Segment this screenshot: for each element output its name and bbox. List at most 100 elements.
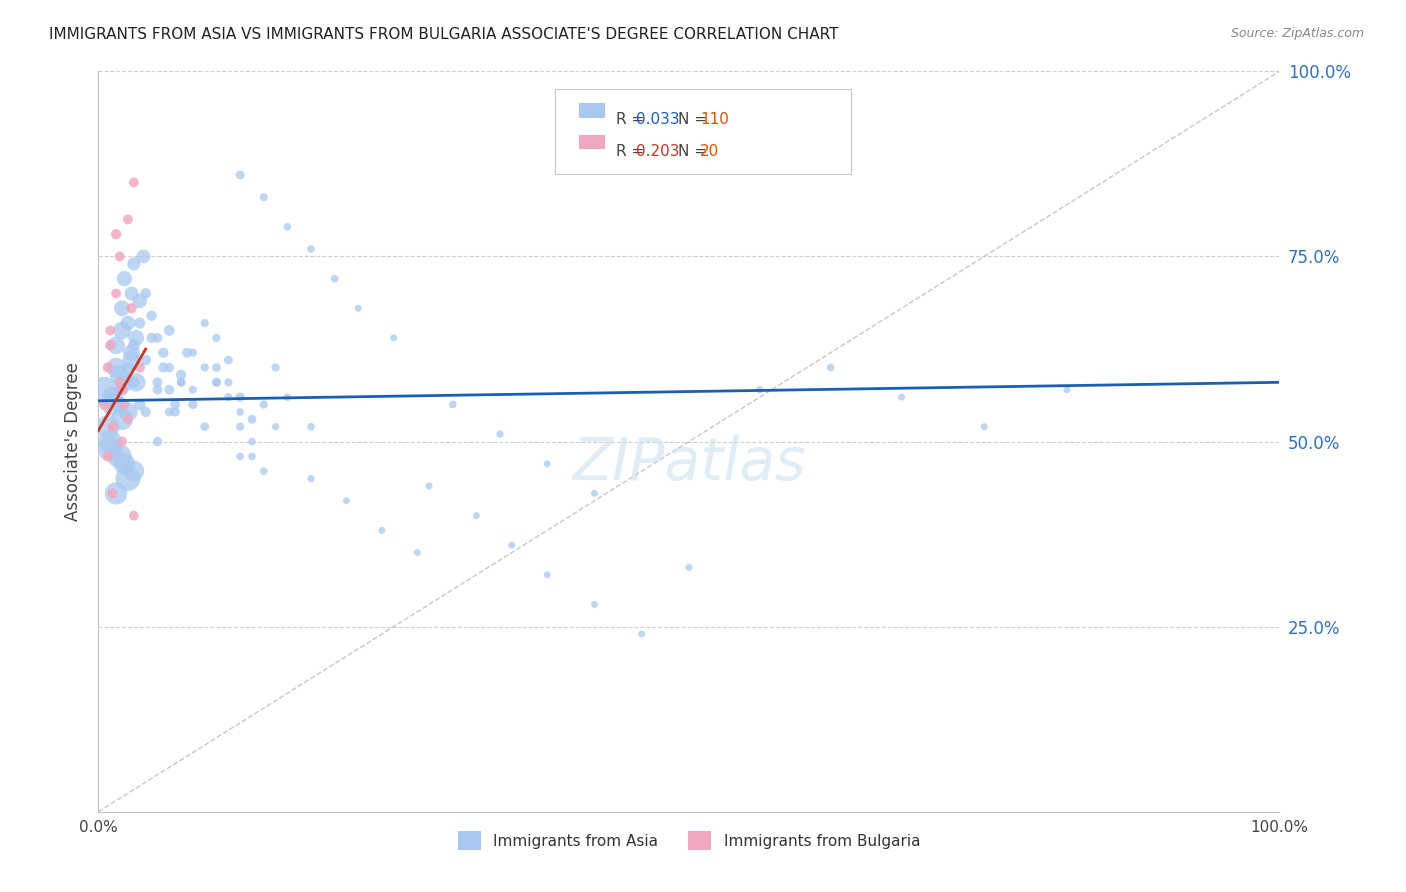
Point xyxy=(122,464,145,478)
Text: IMMIGRANTS FROM ASIA VS IMMIGRANTS FROM BULGARIA ASSOCIATE'S DEGREE CORRELATION : IMMIGRANTS FROM ASIA VS IMMIGRANTS FROM … xyxy=(49,27,839,42)
Point xyxy=(135,286,157,301)
Point xyxy=(111,324,134,338)
Point xyxy=(97,360,120,375)
Point xyxy=(217,390,239,404)
Point xyxy=(93,398,115,412)
Text: R =: R = xyxy=(616,144,650,159)
Point xyxy=(748,383,770,397)
Point xyxy=(157,324,180,338)
Text: 20: 20 xyxy=(700,144,720,159)
Point xyxy=(121,345,143,359)
Point xyxy=(165,405,187,419)
Point xyxy=(264,360,287,375)
Point xyxy=(105,227,128,242)
Point xyxy=(152,360,174,375)
Point xyxy=(125,376,148,390)
Point xyxy=(117,316,139,330)
Point xyxy=(135,405,157,419)
Point xyxy=(583,598,606,612)
Text: 110: 110 xyxy=(700,112,730,128)
Point xyxy=(101,419,124,434)
Point xyxy=(194,419,217,434)
Point xyxy=(170,376,193,390)
Text: 0.203: 0.203 xyxy=(636,144,679,159)
Point xyxy=(117,212,139,227)
Y-axis label: Associate's Degree: Associate's Degree xyxy=(63,362,82,521)
Text: ZIPatlas: ZIPatlas xyxy=(572,435,806,492)
Point xyxy=(132,250,155,264)
Text: N =: N = xyxy=(678,112,711,128)
Point xyxy=(101,390,124,404)
Point xyxy=(157,360,180,375)
Point xyxy=(146,434,169,449)
Point xyxy=(112,457,135,471)
Point xyxy=(630,627,652,641)
Point xyxy=(176,345,198,359)
Text: 0.033: 0.033 xyxy=(636,112,679,128)
Point xyxy=(98,338,121,352)
Point xyxy=(117,471,139,485)
Point xyxy=(501,538,523,552)
Point xyxy=(536,457,558,471)
Point xyxy=(205,376,228,390)
Point xyxy=(820,360,842,375)
Point xyxy=(973,419,995,434)
Point xyxy=(152,345,174,359)
Point xyxy=(205,331,228,345)
Point xyxy=(121,353,143,368)
Point xyxy=(122,338,145,352)
Point xyxy=(253,398,276,412)
Point xyxy=(181,398,204,412)
Point xyxy=(121,301,143,316)
Point xyxy=(406,546,429,560)
Point xyxy=(181,383,204,397)
Point xyxy=(108,250,131,264)
Point xyxy=(157,383,180,397)
Point xyxy=(101,398,124,412)
Point xyxy=(536,567,558,582)
Point xyxy=(347,301,370,316)
Point xyxy=(205,360,228,375)
Point xyxy=(111,412,134,426)
Point xyxy=(465,508,488,523)
Point xyxy=(141,309,163,323)
Legend: Immigrants from Asia, Immigrants from Bulgaria: Immigrants from Asia, Immigrants from Bu… xyxy=(451,825,927,856)
Point xyxy=(157,405,180,419)
Text: R =: R = xyxy=(616,112,650,128)
Point xyxy=(276,219,298,234)
Point xyxy=(111,383,134,397)
Point xyxy=(299,242,322,256)
Point xyxy=(111,383,134,397)
Point xyxy=(170,376,193,390)
Point xyxy=(371,524,394,538)
Point xyxy=(1056,383,1078,397)
Point xyxy=(240,450,263,464)
Point xyxy=(229,168,252,182)
Point xyxy=(335,493,357,508)
Point xyxy=(170,368,193,382)
Point xyxy=(105,360,128,375)
Point xyxy=(111,301,134,316)
Point xyxy=(128,316,150,330)
Point xyxy=(299,471,322,485)
Point xyxy=(146,383,169,397)
Point xyxy=(98,434,121,449)
Point xyxy=(97,419,120,434)
Point xyxy=(117,405,139,419)
Point xyxy=(229,390,252,404)
Point xyxy=(205,376,228,390)
Point xyxy=(135,353,157,368)
Point xyxy=(122,376,145,390)
Point xyxy=(93,383,115,397)
Point xyxy=(418,479,440,493)
Point xyxy=(240,434,263,449)
Point xyxy=(229,419,252,434)
Point xyxy=(217,376,239,390)
Point xyxy=(141,331,163,345)
Point xyxy=(229,405,252,419)
Point xyxy=(194,316,217,330)
Point xyxy=(122,257,145,271)
Point xyxy=(382,331,405,345)
Point xyxy=(264,419,287,434)
Point xyxy=(678,560,700,574)
